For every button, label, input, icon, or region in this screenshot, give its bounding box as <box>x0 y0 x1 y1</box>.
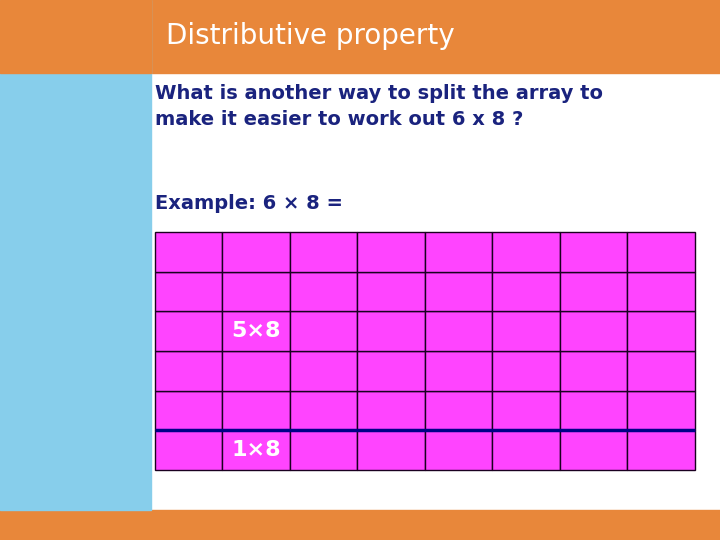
Bar <box>289 430 357 470</box>
Bar <box>155 232 222 272</box>
Text: What is another way to split the array to
make it easier to work out 6 x 8 ?: What is another way to split the array t… <box>155 84 603 129</box>
Bar <box>627 232 695 272</box>
Bar <box>222 232 289 272</box>
Bar <box>425 272 492 312</box>
Bar <box>560 232 627 272</box>
Bar <box>222 390 289 430</box>
Bar <box>0 0 720 73</box>
Bar <box>289 272 357 312</box>
Bar <box>357 351 425 390</box>
Bar <box>357 430 425 470</box>
Text: 5×8: 5×8 <box>231 321 281 341</box>
Bar <box>492 430 560 470</box>
Text: 1×8: 1×8 <box>231 440 281 460</box>
Bar <box>222 272 289 312</box>
Bar <box>425 430 492 470</box>
Bar <box>627 390 695 430</box>
Bar <box>492 312 560 351</box>
Bar <box>357 232 425 272</box>
Bar <box>289 390 357 430</box>
Bar <box>0 0 151 510</box>
Text: Example: 6 × 8 =: Example: 6 × 8 = <box>155 194 343 213</box>
Bar <box>222 312 289 351</box>
Bar <box>155 390 222 430</box>
Bar <box>289 232 357 272</box>
Bar <box>155 351 222 390</box>
Bar <box>155 272 222 312</box>
Bar <box>627 272 695 312</box>
Bar <box>627 351 695 390</box>
Bar <box>492 390 560 430</box>
Bar <box>560 272 627 312</box>
Bar <box>425 232 492 272</box>
Bar <box>627 430 695 470</box>
Bar <box>560 390 627 430</box>
Text: Distributive property: Distributive property <box>166 23 454 50</box>
Bar <box>492 351 560 390</box>
Bar <box>289 312 357 351</box>
Bar <box>222 351 289 390</box>
Bar <box>492 272 560 312</box>
Bar <box>357 312 425 351</box>
Bar <box>357 272 425 312</box>
Bar <box>0 510 720 540</box>
Bar <box>627 312 695 351</box>
Bar <box>560 312 627 351</box>
Bar <box>425 351 492 390</box>
Bar <box>425 312 492 351</box>
Bar <box>560 430 627 470</box>
Bar <box>357 390 425 430</box>
Bar <box>222 430 289 470</box>
Bar <box>155 430 222 470</box>
Bar <box>0 0 151 73</box>
Bar <box>560 351 627 390</box>
Bar <box>289 351 357 390</box>
Bar <box>155 312 222 351</box>
Bar <box>425 390 492 430</box>
Bar <box>492 232 560 272</box>
